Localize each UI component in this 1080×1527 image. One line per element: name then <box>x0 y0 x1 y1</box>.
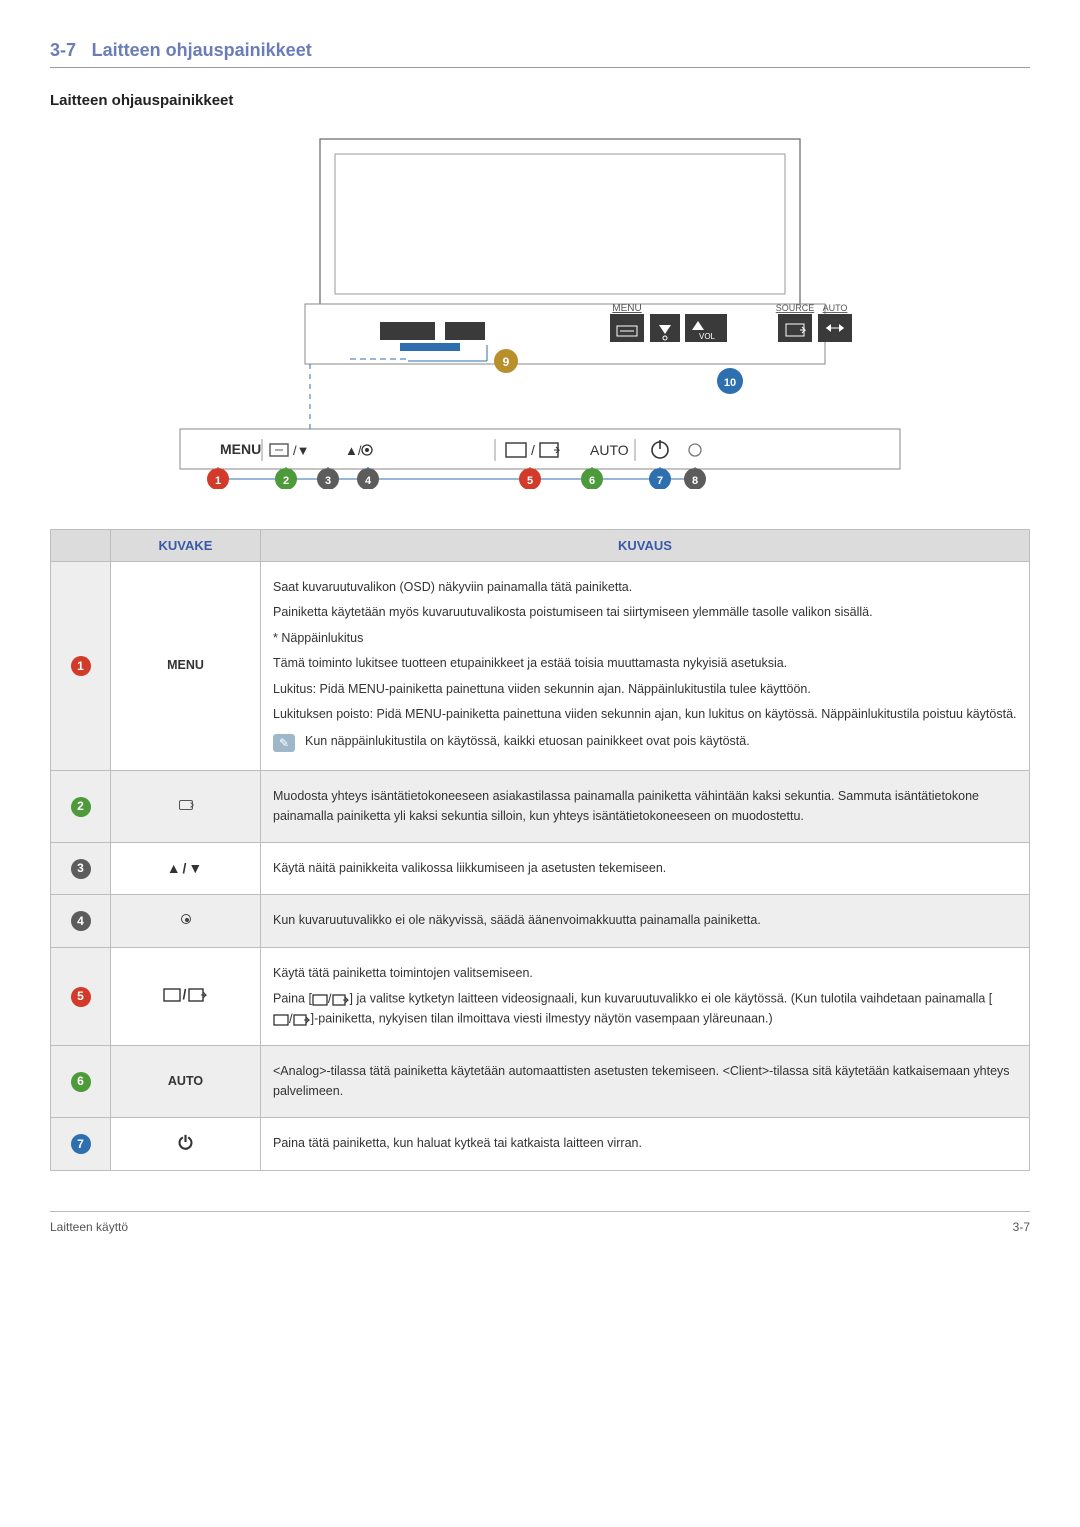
section-title: Laitteen ohjauspainikkeet <box>92 40 312 60</box>
description-paragraph: Tämä toiminto lukitsee tuotteen etupaini… <box>273 654 1017 673</box>
svg-text:AUTO: AUTO <box>823 303 848 313</box>
th-icon: KUVAKE <box>111 530 261 562</box>
description-paragraph: <Analog>-tilassa tätä painiketta käytetä… <box>273 1062 1017 1101</box>
row-description: Paina tätä painiketta, kun haluat kytkeä… <box>261 1118 1030 1170</box>
row-description: Saat kuvaruutuvalikon (OSD) näkyviin pai… <box>261 562 1030 771</box>
note-icon: ✎ <box>273 734 295 752</box>
row-number-badge: 6 <box>71 1072 91 1092</box>
row-icon-cell: ⏻ <box>111 1118 261 1170</box>
svg-text:/: / <box>531 442 535 458</box>
diagram-svg: 9 MENU VOL SOURCE AUTO 10 <box>150 129 930 489</box>
svg-text:6: 6 <box>589 475 595 487</box>
svg-text:5: 5 <box>527 475 533 487</box>
row-description: <Analog>-tilassa tätä painiketta käytetä… <box>261 1046 1030 1118</box>
description-paragraph: Saat kuvaruutuvalikon (OSD) näkyviin pai… <box>273 578 1017 597</box>
footer-left: Laitteen käyttö <box>50 1220 128 1234</box>
description-paragraph: Lukituksen poisto: Pidä MENU-painiketta … <box>273 705 1017 724</box>
th-desc: KUVAUS <box>261 530 1030 562</box>
row-number-badge: 2 <box>71 797 91 817</box>
svg-text:9: 9 <box>503 355 510 369</box>
row-number-cell: 7 <box>51 1118 111 1170</box>
row-number-badge: 1 <box>71 656 91 676</box>
svg-text:VOL: VOL <box>699 332 716 341</box>
row-description: Muodosta yhteys isäntätietokoneeseen asi… <box>261 771 1030 843</box>
svg-text:4: 4 <box>365 475 372 487</box>
row-number-badge: 3 <box>71 859 91 879</box>
description-paragraph: Paina tätä painiketta, kun haluat kytkeä… <box>273 1134 1017 1153</box>
table-row: 7 ⏻ Paina tätä painiketta, kun haluat kytk… <box>51 1118 1030 1170</box>
svg-text:/▼: /▼ <box>293 443 309 458</box>
svg-text:AUTO: AUTO <box>590 442 629 458</box>
note-text: Kun näppäinlukitustila on käytössä, kaik… <box>305 732 750 751</box>
row-number-badge: 7 <box>71 1134 91 1154</box>
row-icon-cell: ▲/▼ <box>111 843 261 895</box>
description-paragraph: Käytä näitä painikkeita valikossa liikku… <box>273 859 1017 878</box>
row-number-cell: 2 <box>51 771 111 843</box>
description-paragraph: Käytä tätä painiketta toimintojen valits… <box>273 964 1017 983</box>
row-description: Käytä tätä painiketta toimintojen valits… <box>261 947 1030 1046</box>
table-row: 2 Muodosta yhteys isäntätietokoneeseen as… <box>51 771 1030 843</box>
row-description: Kun kuvaruutuvalikko ei ole näkyvissä, s… <box>261 895 1030 947</box>
row-description: Käytä näitä painikkeita valikossa liikku… <box>261 843 1030 895</box>
row-icon-cell <box>111 771 261 843</box>
svg-text:1: 1 <box>215 475 221 487</box>
svg-text:▲/: ▲/ <box>345 443 362 458</box>
svg-text:MENU: MENU <box>220 441 261 457</box>
description-paragraph: Lukitus: Pidä MENU-painiketta painettuna… <box>273 680 1017 699</box>
host-connect-icon <box>179 800 193 810</box>
page-footer: Laitteen käyttö 3-7 <box>50 1211 1030 1234</box>
row-icon-cell: / <box>111 947 261 1046</box>
row-icon-cell: AUTO <box>111 1046 261 1118</box>
note-row: ✎ Kun näppäinlukitustila on käytössä, kai… <box>273 732 1017 752</box>
row-number-cell: 5 <box>51 947 111 1046</box>
th-blank <box>51 530 111 562</box>
subheading: Laitteen ohjauspainikkeet <box>50 92 1030 109</box>
inline-source-icon: / <box>312 989 350 1009</box>
volume-dot-icon <box>181 914 191 924</box>
svg-text:7: 7 <box>657 475 663 487</box>
row-number-cell: 1 <box>51 562 111 771</box>
row-number-cell: 4 <box>51 895 111 947</box>
row-number-cell: 6 <box>51 1046 111 1118</box>
svg-text:3: 3 <box>325 475 331 487</box>
source-enter-icon: / <box>163 984 209 1006</box>
table-row: 6 AUTO <Analog>-tilassa tätä painiketta kä… <box>51 1046 1030 1118</box>
footer-right: 3-7 <box>1013 1220 1030 1234</box>
svg-text:SOURCE: SOURCE <box>776 303 815 313</box>
description-paragraph: Muodosta yhteys isäntätietokoneeseen asi… <box>273 787 1017 826</box>
row-icon-cell: MENU <box>111 562 261 771</box>
description-paragraph: Painiketta käytetään myös kuvaruutuvalik… <box>273 603 1017 622</box>
table-row: 4 Kun kuvaruutuvalikko ei ole näkyvissä, … <box>51 895 1030 947</box>
table-row: 3 ▲/▼ Käytä näitä painikkeita valikossa li… <box>51 843 1030 895</box>
row-number-badge: 4 <box>71 911 91 931</box>
up-down-icon: ▲/▼ <box>167 860 205 876</box>
description-paragraph: * Näppäinlukitus <box>273 629 1017 648</box>
power-icon: ⏻ <box>178 1133 192 1153</box>
controls-table: KUVAKE KUVAUS 1 MENU Saat kuvaruutuvalikon… <box>50 529 1030 1171</box>
product-diagram: 9 MENU VOL SOURCE AUTO 10 <box>50 129 1030 489</box>
table-row: 1 MENU Saat kuvaruutuvalikon (OSD) näkyvii… <box>51 562 1030 771</box>
description-paragraph: Paina [/] ja valitse kytketyn laitteen v… <box>273 989 1017 1029</box>
description-paragraph: Kun kuvaruutuvalikko ei ole näkyvissä, s… <box>273 911 1017 930</box>
section-number: 3-7 <box>50 40 76 60</box>
svg-text:8: 8 <box>692 475 698 487</box>
svg-text:2: 2 <box>283 475 289 487</box>
svg-text:MENU: MENU <box>612 303 641 314</box>
svg-text:10: 10 <box>724 377 736 389</box>
section-header: 3-7 Laitteen ohjauspainikkeet <box>50 40 1030 68</box>
row-icon-cell <box>111 895 261 947</box>
table-row: 5 / Käytä tätä painiketta toimintojen vali… <box>51 947 1030 1046</box>
inline-source-icon: / <box>273 1009 311 1029</box>
row-number-cell: 3 <box>51 843 111 895</box>
row-number-badge: 5 <box>71 987 91 1007</box>
